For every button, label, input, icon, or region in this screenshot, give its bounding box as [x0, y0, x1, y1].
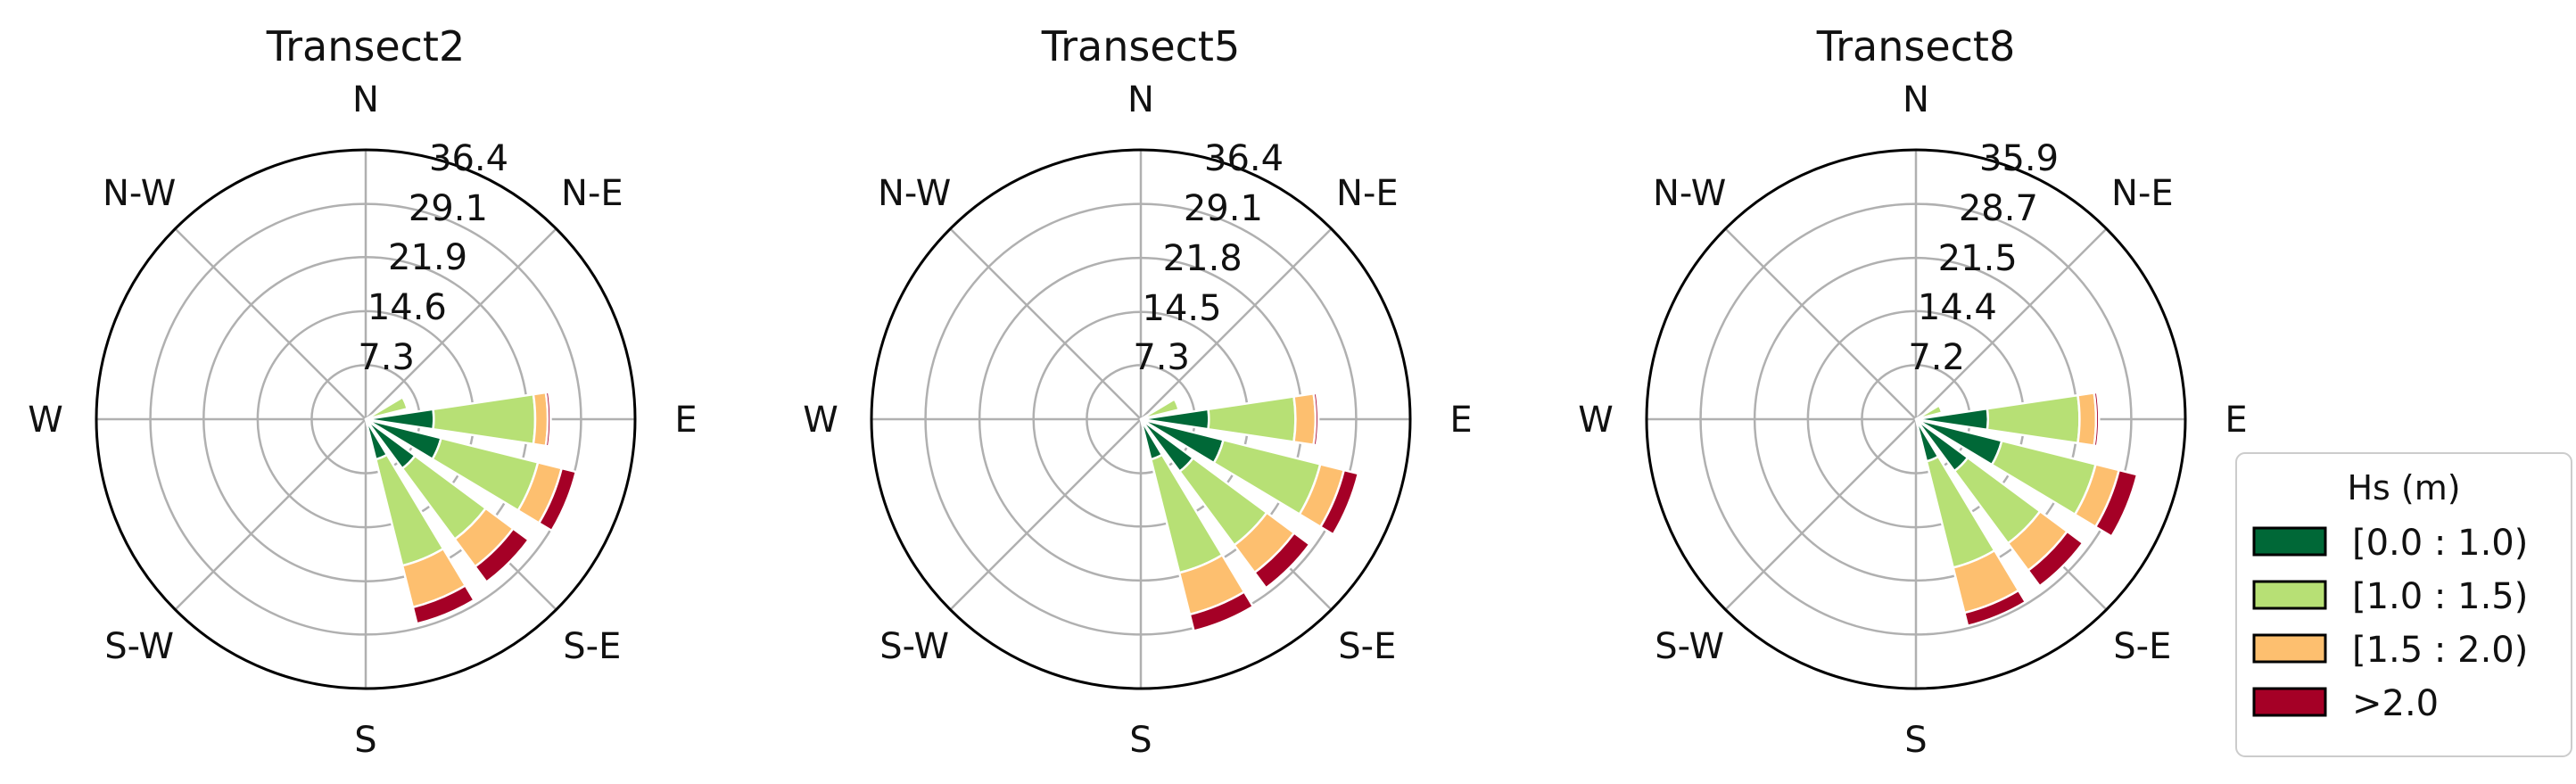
bar-113-bin-3: [538, 466, 578, 532]
chart-title: Transect8: [1816, 22, 2015, 70]
legend-label-0: [0.0 : 1.0): [2352, 523, 2528, 564]
direction-label-ne: N-E: [1336, 173, 1399, 214]
radial-tick-label: 29.1: [1184, 188, 1263, 229]
bar-68-bin-3: [1938, 403, 1945, 414]
bar-135-bin-3: [474, 527, 530, 583]
direction-label-s: S: [1904, 720, 1927, 761]
direction-label-n: N: [1127, 79, 1154, 120]
radial-tick-label: 36.4: [429, 138, 508, 179]
outer-circle: [1645, 148, 2187, 690]
direction-label-n: N: [1903, 79, 1929, 120]
radial-tick-label: 7.2: [1908, 337, 1965, 378]
bar-113-bin-3: [1319, 468, 1360, 536]
grid-spoke-sw: [174, 418, 367, 611]
direction-label-nw: N-W: [878, 173, 951, 214]
direction-label-w: W: [1578, 400, 1614, 441]
bar-90-bin-1: [1207, 395, 1297, 443]
direction-label-sw: S-W: [104, 626, 174, 667]
bar-90-bin-3: [2093, 391, 2101, 448]
direction-label-s: S: [1129, 720, 1152, 761]
chart-title: Transect2: [266, 22, 465, 70]
legend-swatch-3: [2252, 687, 2327, 717]
bar-90-bin-1: [432, 392, 537, 446]
radial-tick-label: 14.5: [1143, 288, 1222, 329]
windrose-1: Transect2 7.3 14.6 21.9 29.1 36.4 N N-E E S-E S S-W…: [28, 22, 697, 761]
radial-tick-label: 36.4: [1204, 138, 1284, 179]
windrose-2: Transect5 7.3 14.5 21.8 29.1 36.4 N N-E E S-E S S-W…: [803, 22, 1472, 761]
bar-158-bin-3: [1188, 590, 1255, 632]
bar-90-bin-2: [2076, 392, 2098, 447]
radial-tick-label: 29.1: [409, 188, 488, 229]
direction-label-ne: N-E: [2111, 173, 2174, 214]
radial-tick-label: 7.3: [1133, 337, 1190, 378]
bar-135-bin-3: [2027, 530, 2085, 588]
direction-label-nw: N-W: [1653, 173, 1726, 214]
direction-label-e: E: [1449, 400, 1472, 441]
bar-68-bin-3: [401, 395, 410, 410]
radial-tick-label: 7.3: [358, 337, 415, 378]
direction-label-nw: N-W: [103, 173, 176, 214]
direction-label-w: W: [28, 400, 63, 441]
radial-tick-label: 28.7: [1959, 188, 2038, 229]
radial-tick-label: 35.9: [1979, 138, 2059, 179]
legend-label-2: [1.5 : 2.0): [2352, 630, 2528, 671]
legend-swatch-2: [2252, 633, 2327, 664]
radial-tick-label: 21.9: [388, 237, 467, 278]
direction-label-n: N: [352, 79, 379, 120]
legend: Hs (m) [0.0 : 1.0) [1.0 : 1.5) [1.5 : 2.…: [2235, 452, 2572, 757]
direction-label-e: E: [2225, 400, 2247, 441]
grid-spoke-ne: [365, 227, 557, 420]
windrose-3: Transect8 7.2 14.4 21.5 28.7 35.9 N N-E E S-E S S-W…: [1578, 22, 2247, 761]
grid-spoke-nw: [174, 227, 367, 420]
direction-label-sw: S-W: [879, 626, 949, 667]
bar-135-bin-3: [1253, 532, 1311, 590]
direction-label-se: S-E: [1338, 626, 1396, 667]
direction-label-se: S-E: [563, 626, 621, 667]
bar-158-bin-3: [1963, 589, 2027, 627]
radial-tick-label: 21.8: [1163, 238, 1243, 279]
direction-label-s: S: [354, 720, 376, 761]
bar-158-bin-3: [411, 584, 475, 625]
direction-label-w: W: [803, 400, 838, 441]
bar-68-bin-3: [1174, 397, 1182, 411]
radial-tick-label: 21.5: [1938, 238, 2018, 279]
direction-label-se: S-E: [2113, 626, 2171, 667]
legend-label-1: [1.0 : 1.5): [2352, 576, 2528, 617]
legend-title: Hs (m): [2347, 468, 2460, 508]
direction-label-sw: S-W: [1655, 626, 1724, 667]
direction-label-ne: N-E: [561, 173, 623, 214]
legend-label-3: >2.0: [2352, 683, 2439, 724]
legend-swatch-0: [2252, 526, 2327, 557]
bar-90-bin-1: [1986, 393, 2081, 445]
chart-title: Transect5: [1041, 22, 1240, 70]
grid-spoke-nw: [1724, 227, 1917, 420]
grid-spoke-sw: [949, 418, 1142, 611]
radial-tick-label: 14.6: [367, 287, 447, 328]
direction-label-e: E: [674, 400, 697, 441]
bar-90-bin-2: [1292, 392, 1317, 446]
grid-spoke-nw: [949, 227, 1142, 420]
bar-90-bin-3: [1312, 392, 1320, 447]
grid-spoke-ne: [1915, 227, 2108, 420]
grid-spoke-ne: [1140, 227, 1333, 420]
legend-swatch-1: [2252, 580, 2327, 610]
grid-spoke-sw: [1724, 418, 1917, 611]
outer-circle: [95, 148, 637, 690]
bar-90-bin-3: [544, 391, 552, 448]
bar-90-bin-2: [532, 391, 549, 448]
radial-tick-label: 14.4: [1918, 287, 1997, 328]
bar-113-bin-3: [2094, 468, 2139, 538]
outer-circle: [870, 148, 1412, 690]
